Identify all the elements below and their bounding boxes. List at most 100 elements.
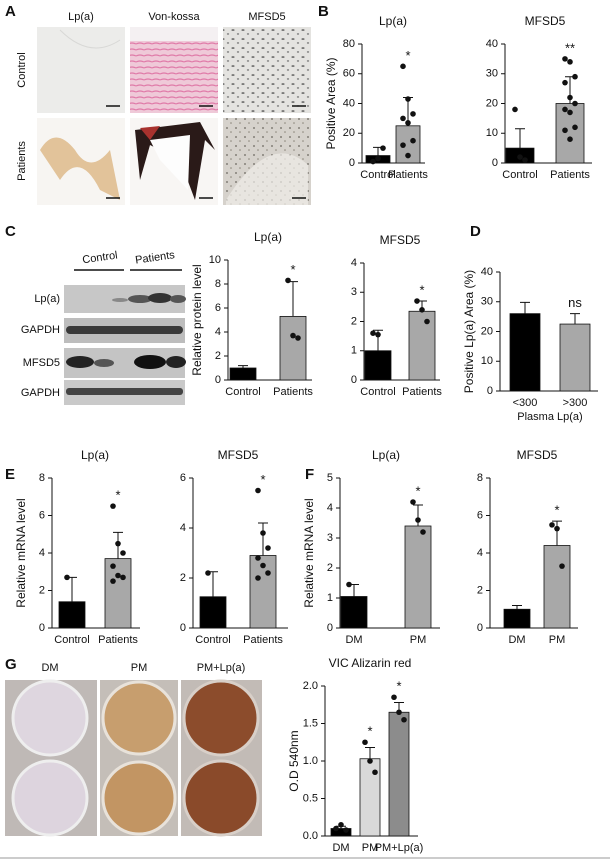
data-point — [380, 145, 386, 151]
chart-title: Lp(a) — [372, 448, 400, 462]
significance-label: * — [419, 282, 424, 297]
bar — [559, 323, 591, 392]
data-point — [562, 56, 568, 62]
bar — [404, 525, 432, 629]
bar — [408, 310, 436, 381]
y-tick-label: 2.0 — [303, 680, 318, 692]
bar — [503, 608, 531, 629]
y-tick-label: 1.5 — [303, 717, 318, 729]
band-label: GAPDH — [21, 324, 60, 336]
y-tick-label: 2 — [477, 584, 483, 596]
image — [223, 27, 311, 113]
x-tick-label: PM — [549, 634, 566, 646]
bar — [58, 601, 86, 629]
chart-title: VIC Alizarin red — [329, 656, 412, 670]
data-point — [420, 529, 426, 535]
data-point — [64, 574, 70, 581]
y-tick-label: 1 — [327, 592, 333, 604]
data-point — [414, 298, 420, 304]
y-tick-label: 2 — [215, 350, 221, 362]
x-tick-label: Patients — [388, 169, 428, 181]
image-detail — [140, 126, 160, 140]
data-point — [333, 825, 339, 832]
band-label: MFSD5 — [23, 357, 60, 369]
significance-label: * — [367, 724, 372, 739]
bar — [543, 545, 571, 629]
panel-label: A — [5, 3, 16, 20]
y-tick-label: 5 — [327, 472, 333, 484]
group-label: Patients — [134, 249, 176, 266]
x-tick-label: Patients — [98, 634, 138, 646]
error-bar — [238, 365, 248, 368]
chart-title: MFSD5 — [517, 448, 558, 462]
y-tick-label: 1 — [351, 345, 357, 357]
x-tick-label: Control — [360, 169, 395, 181]
x-tick-label: <300 — [513, 397, 538, 409]
x-tick-label: DM — [332, 842, 349, 854]
error-bar — [365, 747, 375, 759]
y-tick-label: 0 — [180, 622, 186, 634]
y-tick-label: 1.0 — [303, 755, 318, 767]
bar — [229, 367, 257, 381]
x-axis-label: Plasma Lp(a) — [517, 411, 582, 423]
well-photo — [5, 679, 262, 837]
significance-label: ** — [565, 40, 575, 55]
chart-title: Lp(a) — [81, 448, 109, 462]
data-point — [567, 59, 573, 65]
chart-title: MFSD5 — [525, 14, 566, 28]
y-tick-label: 6 — [477, 509, 483, 521]
significance-label: * — [405, 48, 410, 63]
y-tick-label: 4 — [180, 522, 186, 534]
bar — [388, 711, 410, 837]
panel-label: C — [5, 223, 16, 240]
data-point — [410, 111, 416, 117]
row-label: Control — [16, 52, 28, 87]
data-point — [410, 137, 416, 144]
x-tick-label: Patients — [273, 386, 313, 398]
data-point — [572, 73, 578, 80]
y-tick-label: 20 — [343, 127, 355, 139]
y-tick-label: 20 — [486, 97, 498, 109]
x-tick-label: Patients — [550, 169, 590, 181]
data-point — [265, 545, 271, 551]
image-detail — [40, 137, 120, 200]
data-point — [391, 694, 397, 701]
image-detail — [150, 135, 190, 190]
band-label: Lp(a) — [34, 293, 60, 305]
y-axis-label: Relative mRNA level — [14, 498, 28, 607]
data-point — [343, 827, 349, 833]
y-tick-label: 6 — [215, 302, 221, 314]
y-tick-label: 4 — [351, 257, 357, 269]
chart-title: Lp(a) — [254, 230, 282, 244]
panel-label: B — [318, 3, 329, 20]
x-tick-label: Control — [54, 634, 89, 646]
data-point — [370, 158, 376, 165]
data-point — [120, 574, 126, 581]
image-detail — [59, 29, 121, 49]
data-point — [285, 277, 291, 284]
image-detail — [226, 153, 308, 205]
significance-label: ns — [568, 295, 582, 310]
data-point — [255, 555, 261, 561]
y-axis-label: Relative mRNA level — [302, 498, 316, 607]
y-tick-label: 2 — [327, 562, 333, 574]
data-point — [115, 572, 121, 579]
data-point — [372, 769, 378, 776]
data-point — [572, 100, 578, 107]
y-axis-label: Positive Area (%) — [324, 57, 338, 149]
error-bar — [67, 576, 77, 602]
data-point — [367, 758, 373, 764]
band-label: GAPDH — [21, 387, 60, 399]
bar — [279, 315, 307, 381]
data-point — [110, 503, 116, 509]
data-point — [375, 331, 381, 338]
y-axis-label: Relative protein level — [190, 264, 204, 375]
data-point — [562, 127, 568, 134]
data-point — [401, 716, 407, 723]
x-tick-label: DM — [345, 634, 362, 646]
y-tick-label: 10 — [481, 355, 493, 367]
column-label: MFSD5 — [248, 11, 285, 23]
error-bar — [258, 522, 268, 556]
x-tick-label: PM — [362, 842, 379, 854]
y-tick-label: 4 — [39, 547, 45, 559]
